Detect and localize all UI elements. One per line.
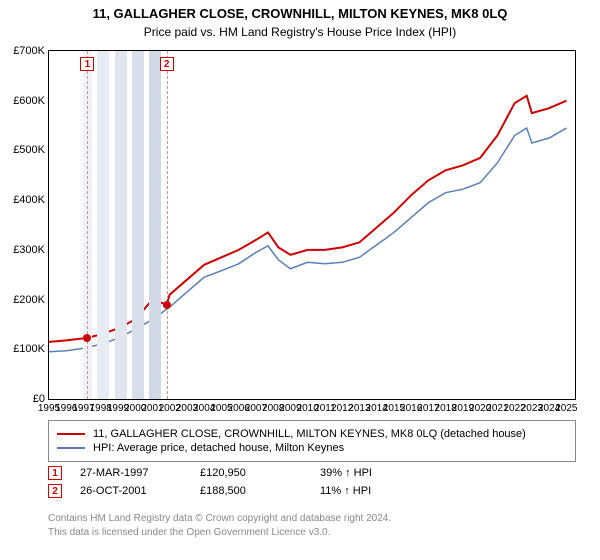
series-subject <box>49 96 566 342</box>
sale-marker: 1 <box>48 466 62 480</box>
footer-line: Contains HM Land Registry data © Crown c… <box>48 512 576 526</box>
event-marker: 1 <box>80 57 94 71</box>
chart-legend: 11, GALLAGHER CLOSE, CROWNHILL, MILTON K… <box>48 420 576 462</box>
y-axis-tick: £600K <box>13 95 45 107</box>
event-dot <box>83 334 91 342</box>
sale-delta: 39% ↑ HPI <box>320 467 440 479</box>
sale-price: £188,500 <box>200 485 320 497</box>
sales-table: 1 27-MAR-1997 £120,950 39% ↑ HPI 2 26-OC… <box>48 462 576 502</box>
sale-row: 1 27-MAR-1997 £120,950 39% ↑ HPI <box>48 466 576 480</box>
recession-band <box>132 51 144 399</box>
sale-delta: 11% ↑ HPI <box>320 485 440 497</box>
legend-label: 11, GALLAGHER CLOSE, CROWNHILL, MILTON K… <box>93 428 526 440</box>
y-axis-tick: £500K <box>13 144 45 156</box>
legend-item: 11, GALLAGHER CLOSE, CROWNHILL, MILTON K… <box>57 428 567 440</box>
legend-item: HPI: Average price, detached house, Milt… <box>57 442 567 454</box>
legend-swatch <box>57 447 85 449</box>
sale-date: 26-OCT-2001 <box>80 485 200 497</box>
sale-row: 2 26-OCT-2001 £188,500 11% ↑ HPI <box>48 484 576 498</box>
y-axis-tick: £100K <box>13 343 45 355</box>
chart-subtitle: Price paid vs. HM Land Registry's House … <box>0 21 600 39</box>
recession-band <box>115 51 127 399</box>
y-axis-tick: £400K <box>13 194 45 206</box>
sale-date: 27-MAR-1997 <box>80 467 200 479</box>
y-axis-tick: £300K <box>13 244 45 256</box>
event-dash <box>87 51 88 399</box>
event-marker: 2 <box>160 57 174 71</box>
chart-title: 11, GALLAGHER CLOSE, CROWNHILL, MILTON K… <box>0 0 600 21</box>
y-axis-tick: £700K <box>13 45 45 57</box>
recession-band <box>149 51 161 399</box>
series-hpi <box>49 128 566 352</box>
recession-band <box>97 51 109 399</box>
legend-swatch <box>57 433 85 435</box>
sale-price: £120,950 <box>200 467 320 479</box>
chart-plot-area: £0£100K£200K£300K£400K£500K£600K£700K199… <box>48 50 576 400</box>
event-dash <box>167 51 168 399</box>
y-axis-tick: £200K <box>13 294 45 306</box>
x-axis-tick: 2025 <box>555 403 577 414</box>
sale-marker: 2 <box>48 484 62 498</box>
event-dot <box>163 301 171 309</box>
chart-lines-svg <box>49 51 575 399</box>
footer-attribution: Contains HM Land Registry data © Crown c… <box>48 512 576 539</box>
footer-line: This data is licensed under the Open Gov… <box>48 526 576 540</box>
legend-label: HPI: Average price, detached house, Milt… <box>93 442 344 454</box>
